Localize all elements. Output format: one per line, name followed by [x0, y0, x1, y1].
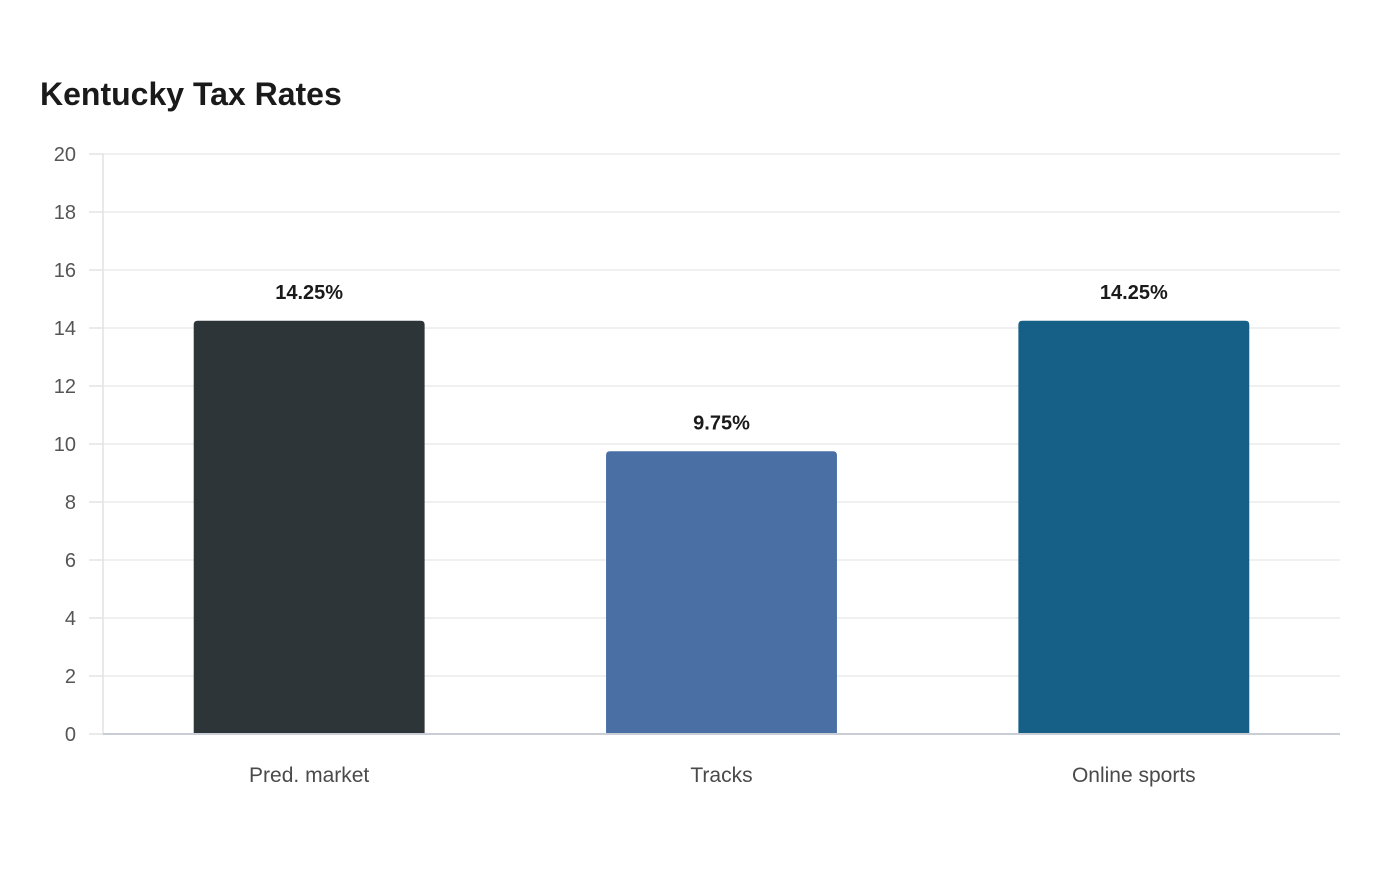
y-tick-label: 16 — [54, 260, 76, 282]
y-tick-label: 12 — [54, 376, 76, 398]
x-category-label: Pred. market — [249, 764, 369, 787]
y-tick-labels: 0 2 4 6 8 10 12 14 16 18 20 — [54, 144, 76, 746]
y-tick-label: 0 — [65, 724, 76, 746]
data-labels: 14.25% 9.75% 14.25% — [275, 282, 1168, 435]
x-category-labels: Pred. market Tracks Online sports — [249, 764, 1196, 787]
axes — [89, 153, 1340, 735]
x-category-label: Tracks — [690, 764, 752, 787]
bar-online-sports — [1018, 320, 1250, 733]
y-tick-label: 20 — [54, 144, 76, 166]
bar-pred-market — [193, 320, 425, 733]
chart-title: Kentucky Tax Rates — [40, 76, 342, 112]
data-label: 9.75% — [693, 412, 750, 434]
y-tick-label: 8 — [65, 492, 76, 514]
y-tick-label: 10 — [54, 434, 76, 456]
bars — [193, 320, 1250, 733]
y-tick-label: 4 — [65, 608, 76, 630]
y-tick-label: 18 — [54, 202, 76, 224]
y-tick-label: 2 — [65, 666, 76, 688]
y-tick-label: 6 — [65, 550, 76, 572]
bar-tracks — [606, 451, 837, 733]
y-tick-label: 14 — [54, 318, 76, 340]
data-label: 14.25% — [1100, 282, 1168, 304]
x-category-label: Online sports — [1072, 764, 1196, 787]
data-label: 14.25% — [275, 282, 343, 304]
